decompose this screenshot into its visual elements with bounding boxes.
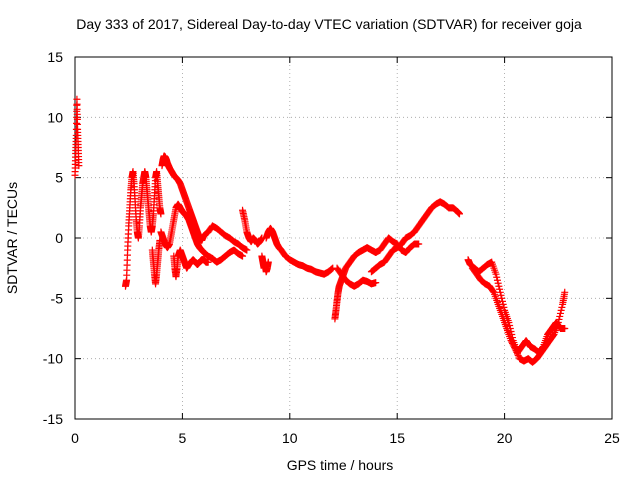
data-point [75,162,83,170]
x-tick-label: 0 [71,430,79,446]
x-tick-label: 10 [282,430,298,446]
x-tick-label: 15 [389,430,405,446]
data-point [554,318,562,326]
data-point [514,351,522,359]
data-point [243,246,251,254]
data-point [372,279,380,287]
data-point [157,210,165,218]
y-tick-label: -5 [51,290,64,306]
x-tick-label: 25 [604,430,620,446]
y-tick-label: 15 [47,49,63,65]
data-point [513,350,521,358]
data-points [71,95,569,366]
data-point [498,297,506,305]
y-tick-label: 0 [55,230,63,246]
chart-title: Day 333 of 2017, Sidereal Day-to-day VTE… [76,16,582,32]
data-point [492,270,500,278]
data-point [239,252,247,260]
data-point [415,240,423,248]
data-point [493,276,501,284]
data-point [455,210,463,218]
data-point [264,258,272,266]
data-point [511,344,519,352]
y-tick-label: 10 [47,109,63,125]
grid-lines [75,57,612,419]
data-point [495,282,503,290]
data-point [558,303,566,311]
y-tick-label: -10 [43,351,63,367]
data-point [500,303,508,311]
data-point [489,287,497,295]
data-point [511,345,519,353]
data-point [494,279,502,287]
data-point [493,273,501,281]
data-point [557,306,565,314]
data-point [496,285,504,293]
data-point [561,288,569,296]
y-tick-label: 5 [55,170,63,186]
data-point [556,312,564,320]
data-point [561,325,569,332]
x-tick-label: 20 [497,430,513,446]
x-axis-label: GPS time / hours [287,457,394,473]
y-axis-label: SDTVAR / TECUs [4,182,20,294]
data-point [204,258,212,266]
data-point [73,119,81,127]
data-point [496,288,504,296]
axis-ticks: 0 5 10 15 20 25 -15 -10 -5 0 5 10 15 [43,49,620,446]
data-point [327,265,335,273]
data-point [556,309,564,317]
data-point [555,315,563,323]
y-tick-label: -15 [43,411,63,427]
data-point [497,291,505,299]
data-point [512,347,520,355]
x-tick-label: 5 [179,430,187,446]
data-point [513,348,521,356]
data-point [549,332,557,340]
